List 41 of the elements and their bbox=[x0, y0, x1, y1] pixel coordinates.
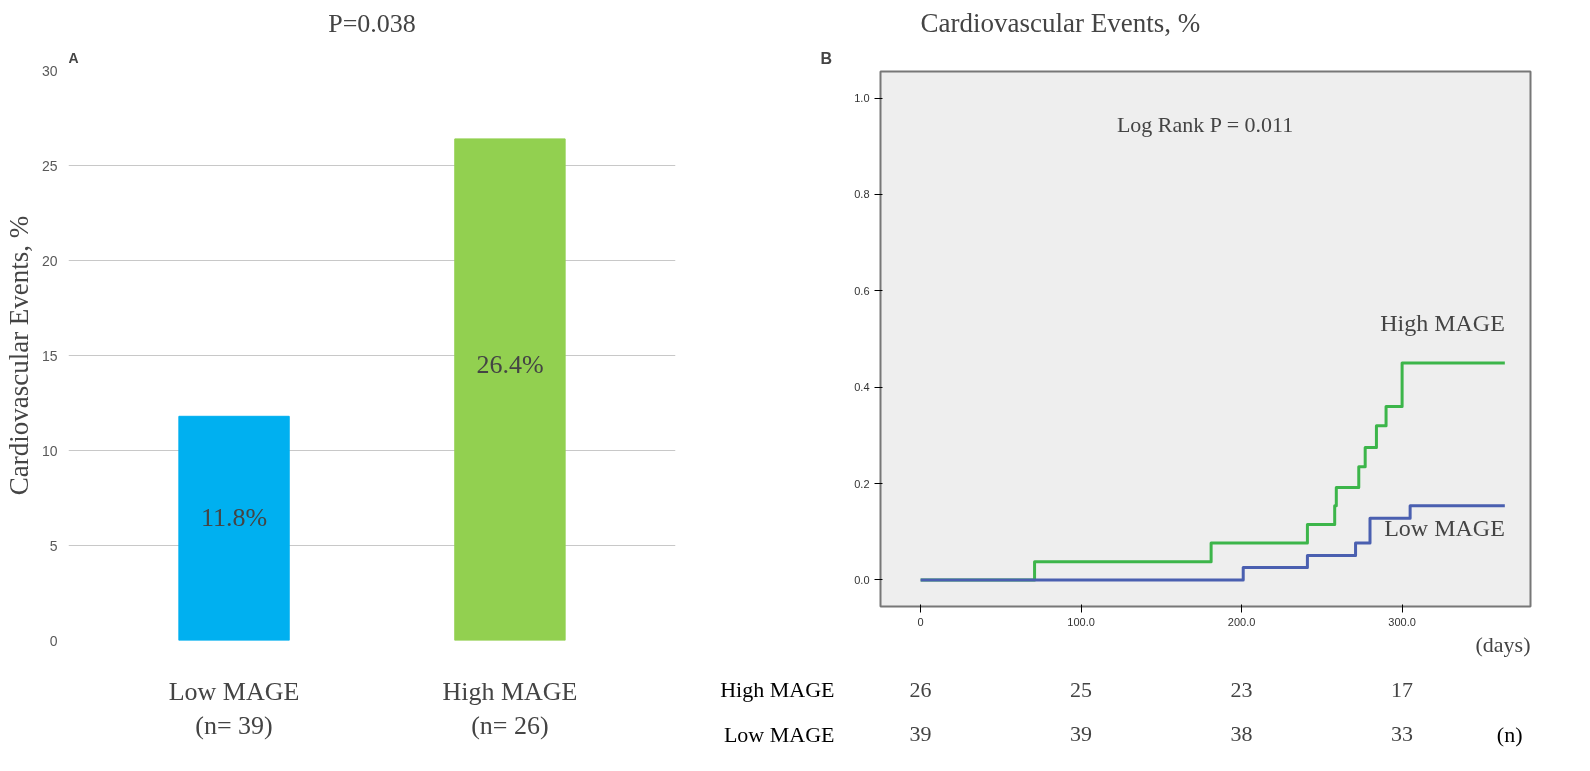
data-label: 26.4% bbox=[476, 350, 544, 380]
y-tick-label: 1.0 bbox=[854, 92, 870, 105]
text: 39 bbox=[1070, 721, 1093, 747]
data-label: 11.8% bbox=[200, 502, 268, 532]
text: 23 bbox=[1230, 676, 1253, 702]
y-axis-title: Cardiovascular Events, % bbox=[3, 215, 34, 496]
x-tick-label: 300.0 bbox=[1388, 615, 1416, 628]
annotation: Log Rank P = 0.011 bbox=[1116, 111, 1294, 137]
text: B bbox=[820, 49, 833, 67]
y-tick-label: 0.2 bbox=[854, 477, 870, 490]
x-tick-label: Low MAGE (n= 39) bbox=[168, 676, 300, 741]
category-label: High MAGE bbox=[720, 677, 835, 703]
category-label: Low MAGE bbox=[723, 721, 835, 747]
series-label: Low MAGE bbox=[1384, 514, 1505, 541]
text: (n) bbox=[1496, 721, 1523, 747]
x-tick-label: 0 bbox=[917, 615, 924, 628]
text: 33 bbox=[1391, 721, 1414, 747]
chart-title: Cardiovascular Events, % bbox=[920, 7, 1201, 38]
x-tick-label: 100.0 bbox=[1067, 615, 1095, 628]
chart-title: P=0.038 bbox=[328, 8, 416, 38]
series-label: High MAGE bbox=[1380, 310, 1505, 337]
y-tick-label: 0.6 bbox=[854, 284, 870, 297]
text: 26 bbox=[909, 676, 932, 702]
y-tick-label: 25 bbox=[41, 157, 58, 174]
y-tick-label: 15 bbox=[41, 347, 58, 364]
y-tick-label: 30 bbox=[41, 62, 58, 79]
y-tick-label: 0.0 bbox=[854, 573, 870, 586]
x-tick-label: 200.0 bbox=[1227, 615, 1256, 628]
text: 25 bbox=[1070, 676, 1093, 702]
y-tick-label: 20 bbox=[41, 252, 58, 269]
y-tick-label: 10 bbox=[41, 442, 58, 459]
text: 17 bbox=[1391, 676, 1414, 702]
x-axis-title: (days) bbox=[1475, 632, 1531, 658]
y-tick-label: 0 bbox=[49, 632, 58, 649]
text: A bbox=[68, 49, 79, 66]
x-tick-label: High MAGE (n= 26) bbox=[442, 676, 578, 741]
y-tick-label: 5 bbox=[49, 537, 58, 554]
text: 38 bbox=[1230, 721, 1253, 747]
y-tick-label: 0.8 bbox=[854, 188, 870, 201]
text: 39 bbox=[909, 721, 932, 747]
y-tick-label: 0.4 bbox=[854, 381, 870, 394]
